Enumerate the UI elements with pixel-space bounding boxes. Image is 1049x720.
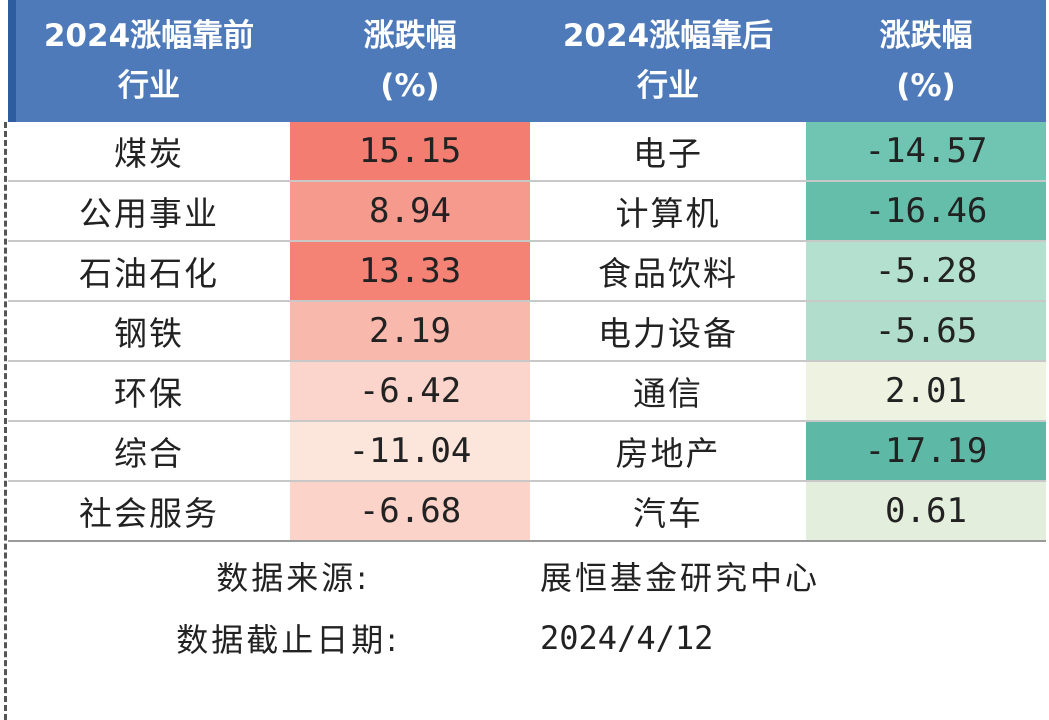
header-top-industry-line2: 行业 — [118, 68, 180, 104]
top-change-cell: -6.42 — [290, 362, 530, 420]
top-change-cell: -6.68 — [290, 482, 530, 540]
bottom-industry-cell: 汽车 — [633, 494, 703, 533]
table-row: 煤炭 15.15 电子 -14.57 — [8, 122, 1046, 182]
top-industry-cell: 环保 — [114, 374, 184, 413]
table-row: 社会服务 -6.68 汽车 0.61 — [8, 482, 1046, 542]
header-top-industry-line1: 2024涨幅靠前 — [43, 18, 255, 54]
bottom-industry-cell: 房地产 — [615, 434, 721, 473]
bottom-industry-cell: 食品饮料 — [598, 254, 738, 293]
top-industry-cell: 煤炭 — [114, 134, 184, 173]
source-row: 数据来源: 展恒基金研究中心 — [8, 545, 1046, 607]
top-change-cell: -11.04 — [290, 422, 530, 480]
bottom-change-cell: -5.28 — [806, 242, 1046, 300]
top-change-cell: 2.19 — [290, 302, 530, 360]
top-change-cell: 15.15 — [290, 122, 530, 180]
header-top-change-line1: 涨跌幅 — [363, 18, 457, 54]
header-bottom-change-line1: 涨跌幅 — [879, 18, 973, 54]
dashed-left-border — [4, 122, 7, 720]
header-bottom-industry: 2024涨幅靠后 行业 — [530, 0, 806, 122]
source-value: 展恒基金研究中心 — [540, 559, 821, 597]
bottom-change-cell: -14.57 — [806, 122, 1046, 180]
bottom-industry-cell: 通信 — [633, 374, 703, 413]
table-row: 钢铁 2.19 电力设备 -5.65 — [8, 302, 1046, 362]
header-bottom-industry-line2: 行业 — [637, 68, 699, 104]
top-industry-cell: 石油石化 — [79, 254, 219, 293]
table-header: 2024涨幅靠前 行业 涨跌幅 (%) 2024涨幅靠后 行业 涨跌幅 (%) — [8, 0, 1046, 122]
bottom-industry-cell: 电子 — [633, 134, 703, 173]
bottom-change-cell: -17.19 — [806, 422, 1046, 480]
header-bottom-industry-line1: 2024涨幅靠后 — [562, 18, 774, 54]
header-accent-bar — [8, 0, 16, 122]
top-industry-cell: 综合 — [114, 434, 184, 473]
top-change-cell: 13.33 — [290, 242, 530, 300]
date-row: 数据截止日期: 2024/4/12 — [8, 607, 1046, 669]
table-row: 环保 -6.42 通信 2.01 — [8, 362, 1046, 422]
table-row: 综合 -11.04 房地产 -17.19 — [8, 422, 1046, 482]
top-industry-cell: 公用事业 — [79, 194, 219, 233]
top-industry-cell: 钢铁 — [114, 314, 184, 353]
header-top-change: 涨跌幅 (%) — [290, 0, 530, 122]
footnote: 数据来源: 展恒基金研究中心 数据截止日期: 2024/4/12 — [8, 545, 1046, 669]
top-change-cell: 8.94 — [290, 182, 530, 240]
header-top-change-line2: (%) — [380, 68, 440, 104]
bottom-industry-cell: 计算机 — [615, 194, 721, 233]
table-row: 石油石化 13.33 食品饮料 -5.28 — [8, 242, 1046, 302]
bottom-change-cell: 2.01 — [806, 362, 1046, 420]
bottom-change-cell: -16.46 — [806, 182, 1046, 240]
table-body: 煤炭 15.15 电子 -14.57 公用事业 8.94 计算机 -16.46 … — [8, 122, 1046, 542]
header-bottom-change-line2: (%) — [896, 68, 956, 104]
bottom-industry-cell: 电力设备 — [598, 314, 738, 353]
bottom-change-cell: -5.65 — [806, 302, 1046, 360]
header-bottom-change: 涨跌幅 (%) — [806, 0, 1046, 122]
source-label: 数据来源: — [216, 559, 370, 597]
date-label: 数据截止日期: — [176, 621, 400, 659]
date-value: 2024/4/12 — [540, 619, 714, 657]
table-row: 公用事业 8.94 计算机 -16.46 — [8, 182, 1046, 242]
top-industry-cell: 社会服务 — [79, 494, 219, 533]
header-top-industry: 2024涨幅靠前 行业 — [8, 0, 290, 122]
bottom-change-cell: 0.61 — [806, 482, 1046, 540]
